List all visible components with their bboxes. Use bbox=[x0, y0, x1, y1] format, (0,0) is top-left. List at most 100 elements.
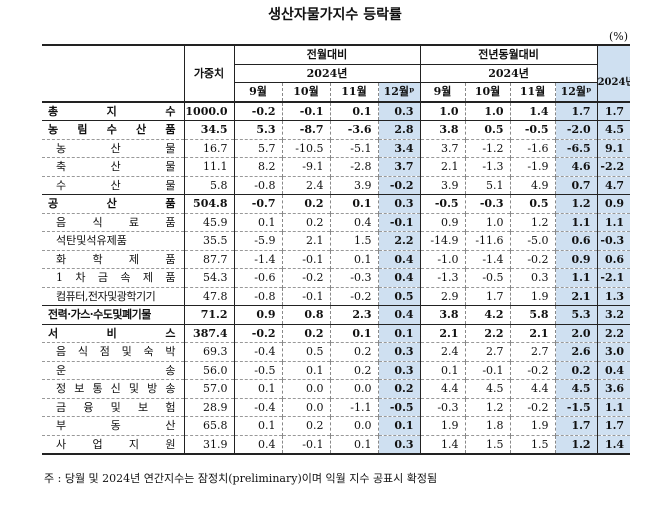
mom-cell: 0.1 bbox=[233, 416, 282, 435]
annual-cell: 1.4 bbox=[596, 434, 631, 455]
table-row: 1 차 금 속 제 품 54.3 -0.6 -0.2 -0.3 0.4 -1.3 -0.5 0.… bbox=[42, 268, 631, 287]
mom-cell: 0.4 bbox=[233, 434, 282, 455]
yoy-cell: -11.6 bbox=[464, 231, 511, 250]
header-yoy: 전년동월대비 bbox=[419, 44, 598, 64]
header-annual-blank bbox=[596, 44, 631, 64]
row-label: 서 비 스 bbox=[42, 323, 184, 343]
yoy-cell: 4.5 bbox=[554, 379, 598, 398]
weight-cell: 31.9 bbox=[183, 434, 234, 455]
weight-cell: 57.0 bbox=[183, 379, 234, 398]
yoy-cell: -1.3 bbox=[464, 157, 511, 176]
annual-cell: 0.6 bbox=[596, 249, 631, 269]
weight-cell: 45.9 bbox=[183, 212, 234, 232]
yoy-cell: 2.1 bbox=[509, 323, 556, 343]
mom-cell: 0.2 bbox=[281, 212, 330, 232]
mom-cell: -5.9 bbox=[233, 231, 282, 250]
mom-cell: 0.2 bbox=[329, 342, 378, 361]
row-label: 컴퓨터,전자및광학기기 bbox=[42, 286, 184, 306]
annual-cell: 2.2 bbox=[596, 323, 631, 343]
mom-cell: -0.8 bbox=[233, 175, 282, 195]
mom-cell: 0.4 bbox=[377, 268, 421, 287]
mom-cell: 0.1 bbox=[329, 100, 378, 121]
yoy-cell: 1.2 bbox=[554, 194, 598, 213]
mom-cell: -0.1 bbox=[377, 212, 421, 232]
mom-cell: -0.1 bbox=[281, 100, 330, 121]
row-label: 음 식 점 및 숙 박 bbox=[42, 342, 184, 361]
mom-cell: 5.7 bbox=[233, 138, 282, 158]
yoy-cell: 2.1 bbox=[419, 323, 466, 343]
mom-cell: 0.1 bbox=[329, 323, 378, 343]
mom-cell: 0.3 bbox=[377, 342, 421, 361]
mom-cell: 1.5 bbox=[329, 231, 378, 250]
yoy-cell: 2.1 bbox=[419, 157, 466, 176]
yoy-cell: -1.2 bbox=[464, 138, 511, 158]
row-label: 1 차 금 속 제 품 bbox=[42, 268, 184, 287]
yoy-cell: 2.9 bbox=[419, 286, 466, 306]
header-yoy-m2: 10월 bbox=[464, 82, 511, 102]
yoy-cell: 0.7 bbox=[554, 175, 598, 195]
yoy-cell: 1.1 bbox=[554, 268, 598, 287]
mom-cell: 0.1 bbox=[233, 379, 282, 398]
mom-cell: -8.7 bbox=[281, 120, 330, 139]
annual-cell: 0.9 bbox=[596, 194, 631, 213]
yoy-cell: -6.5 bbox=[554, 138, 598, 158]
annual-cell: 1.7 bbox=[596, 100, 631, 121]
yoy-cell: 1.2 bbox=[464, 397, 511, 417]
row-label: 운 송 bbox=[42, 360, 184, 380]
annual-cell: 1.1 bbox=[596, 212, 631, 232]
yoy-cell: -0.3 bbox=[464, 194, 511, 213]
yoy-cell: 0.9 bbox=[419, 212, 466, 232]
mom-cell: -10.5 bbox=[281, 138, 330, 158]
row-label: 수 산 물 bbox=[42, 175, 184, 195]
annual-cell: 0.4 bbox=[596, 360, 631, 380]
yoy-cell: 1.9 bbox=[509, 416, 556, 435]
yoy-cell: 1.7 bbox=[554, 416, 598, 435]
mom-cell: 5.3 bbox=[233, 120, 282, 139]
mom-cell: 0.9 bbox=[233, 305, 282, 324]
annual-cell: 1.3 bbox=[596, 286, 631, 306]
yoy-cell: 2.0 bbox=[554, 323, 598, 343]
mom-cell: -0.2 bbox=[377, 175, 421, 195]
yoy-cell: -1.9 bbox=[509, 157, 556, 176]
mom-cell: 0.3 bbox=[377, 434, 421, 455]
weight-cell: 69.3 bbox=[183, 342, 234, 361]
yoy-cell: 1.5 bbox=[509, 434, 556, 455]
yoy-cell: 1.0 bbox=[464, 212, 511, 232]
mom-cell: -3.6 bbox=[329, 120, 378, 139]
yoy-cell: 1.1 bbox=[554, 212, 598, 232]
table-row: 총 지 수 1000.0 -0.2 -0.1 0.1 0.3 1.0 1.0 1.4 1.7 1.7 bbox=[42, 100, 631, 121]
header-yoy-year: 2024년 bbox=[419, 63, 598, 83]
mom-cell: -0.5 bbox=[377, 397, 421, 417]
mom-cell: 0.0 bbox=[281, 397, 330, 417]
mom-cell: 3.7 bbox=[377, 157, 421, 176]
row-label: 농 산 물 bbox=[42, 138, 184, 158]
row-label: 부 동 산 bbox=[42, 416, 184, 435]
mom-cell: 0.2 bbox=[281, 323, 330, 343]
yoy-cell: 2.1 bbox=[554, 286, 598, 306]
yoy-cell: -0.5 bbox=[509, 120, 556, 139]
yoy-cell: 0.5 bbox=[509, 194, 556, 213]
yoy-cell: -1.0 bbox=[419, 249, 466, 269]
weight-cell: 28.9 bbox=[183, 397, 234, 417]
mom-cell: -0.7 bbox=[233, 194, 282, 213]
yoy-cell: 2.4 bbox=[419, 342, 466, 361]
yoy-cell: 1.7 bbox=[554, 100, 598, 121]
yoy-cell: 2.2 bbox=[464, 323, 511, 343]
annual-cell: -2.2 bbox=[596, 157, 631, 176]
mom-cell: -1.1 bbox=[329, 397, 378, 417]
mom-cell: -0.1 bbox=[281, 286, 330, 306]
table-row: 정 보 통 신 및 방 송 57.0 0.1 0.0 0.0 0.2 4.4 4.5 4.4 4.… bbox=[42, 379, 631, 398]
yoy-cell: 1.0 bbox=[419, 100, 466, 121]
row-label: 사 업 지 원 bbox=[42, 434, 184, 455]
mom-cell: -0.2 bbox=[233, 100, 282, 121]
table-row: 수 산 물 5.8 -0.8 2.4 3.9 -0.2 3.9 5.1 4.9 0.7 4.7 bbox=[42, 175, 631, 195]
yoy-cell: 1.9 bbox=[509, 286, 556, 306]
row-label: 전력·가스·수도및폐기물 bbox=[42, 305, 184, 324]
yoy-cell: 3.8 bbox=[419, 120, 466, 139]
yoy-cell: 2.7 bbox=[464, 342, 511, 361]
header-mom-m2: 10월 bbox=[281, 82, 330, 102]
table-row: 공 산 품 504.8 -0.7 0.2 0.1 0.3 -0.5 -0.3 0.5 1.2 0.9 bbox=[42, 194, 631, 213]
price-index-table: 가중치 전월대비 전년동월대비 2024년 2024년 2024년ᵖ 9월 10… bbox=[42, 44, 631, 455]
weight-cell: 65.8 bbox=[183, 416, 234, 435]
yoy-cell: -2.0 bbox=[554, 120, 598, 139]
